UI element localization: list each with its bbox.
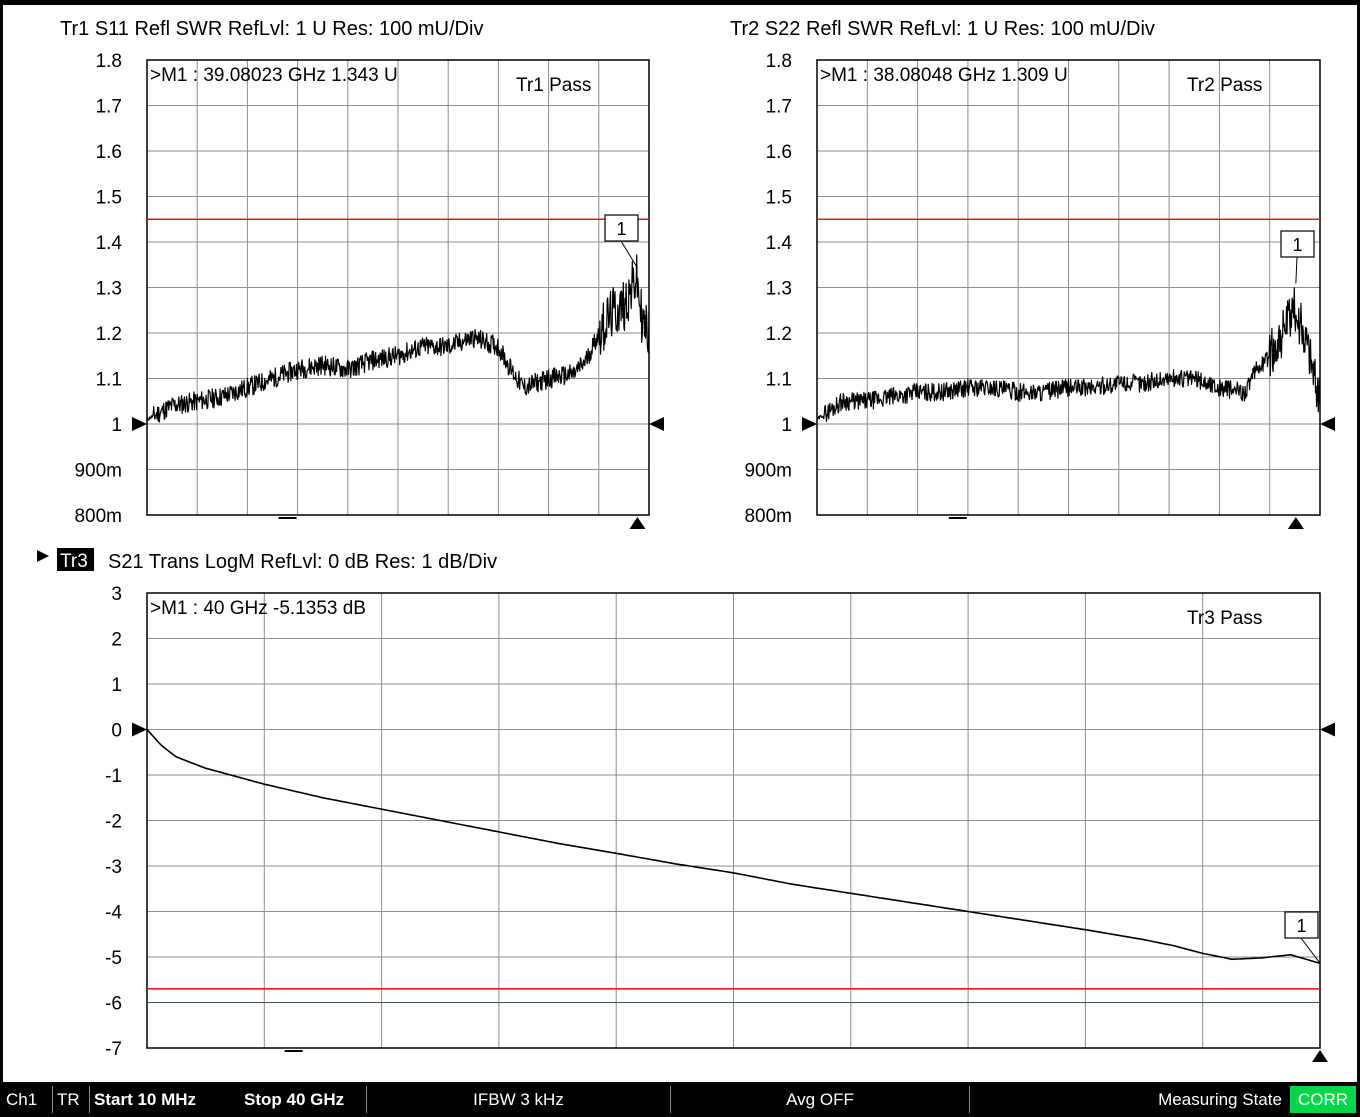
channel-indicator[interactable]: Ch1 xyxy=(6,1090,38,1109)
trace-panel-tr3: Tr3 S21 Trans LogM RefLvl: 0 dB Res: 1 dB… xyxy=(37,548,1335,1062)
y-tick-label: 1.6 xyxy=(766,142,792,163)
trace-panel-tr1: Tr1 S11 Refl SWR RefLvl: 1 U Res: 100 mU… xyxy=(60,18,664,529)
marker-readout: >M1 : 38.08048 GHz 1.309 U xyxy=(820,65,1068,86)
ifbw-indicator[interactable]: IFBW 3 kHz xyxy=(473,1090,564,1109)
y-tick-label: -2 xyxy=(105,812,122,833)
trace-curve[interactable] xyxy=(816,287,1321,423)
y-tick-label: 0 xyxy=(111,721,122,742)
y-tick-label: 1.6 xyxy=(96,142,122,163)
y-tick-label: 1.7 xyxy=(766,97,792,118)
y-tick-label: 1.3 xyxy=(766,279,792,300)
stop-frequency[interactable]: Stop 40 GHz xyxy=(244,1090,345,1109)
y-tick-label: -1 xyxy=(105,766,122,787)
marker-1-label: 1 xyxy=(616,219,626,239)
marker-1-box[interactable] xyxy=(1284,911,1319,939)
averaging-indicator[interactable]: Avg OFF xyxy=(786,1090,854,1109)
reference-level-right-arrow-icon[interactable] xyxy=(649,417,664,431)
marker-position-triangle-icon[interactable] xyxy=(1287,517,1304,529)
y-tick-label: -7 xyxy=(105,1039,122,1060)
tr3-active-badge[interactable] xyxy=(57,548,94,571)
y-tick-label: 1.5 xyxy=(766,188,792,209)
marker-1-box[interactable] xyxy=(1280,230,1315,258)
y-tick-label: 1 xyxy=(111,675,122,696)
y-tick-label: 800m xyxy=(74,506,122,527)
plot-border xyxy=(146,59,650,516)
y-tick-label: 1.2 xyxy=(96,324,122,345)
reference-level-right-arrow-icon[interactable] xyxy=(1320,417,1335,431)
marker-leader-line xyxy=(1295,256,1298,284)
y-tick-label: 800m xyxy=(744,506,792,527)
marker-1-label: 1 xyxy=(1292,235,1302,255)
y-tick-label: 900m xyxy=(74,461,122,482)
plot-border xyxy=(146,592,1321,1049)
marker-readout: >M1 : 39.08023 GHz 1.343 U xyxy=(150,65,398,86)
y-tick-label: 1.8 xyxy=(766,51,792,72)
marker-leader-line xyxy=(1300,937,1321,964)
reference-level-right-arrow-icon[interactable] xyxy=(1320,722,1335,737)
trace-curve[interactable] xyxy=(146,728,1321,965)
y-tick-label: 1 xyxy=(111,415,122,436)
trace-id-label: Tr3 xyxy=(60,551,88,572)
marker-readout: >M1 : 40 GHz -5.1353 dB xyxy=(150,598,366,619)
active-trace-arrow-icon xyxy=(37,550,49,562)
reference-level-left-arrow-icon[interactable] xyxy=(132,722,147,737)
trace-curve[interactable] xyxy=(146,254,650,423)
reference-level-left-arrow-icon[interactable] xyxy=(132,417,147,431)
trace-header: Tr2 S22 Refl SWR RefLvl: 1 U Res: 100 mU… xyxy=(730,18,1155,40)
y-tick-label: 1.7 xyxy=(96,97,122,118)
marker-1-box[interactable] xyxy=(604,214,639,242)
trace-header: S21 Trans LogM RefLvl: 0 dB Res: 1 dB/Di… xyxy=(108,551,497,573)
reference-level-left-arrow-icon[interactable] xyxy=(802,417,817,431)
y-tick-label: 1.1 xyxy=(766,370,792,391)
marker-position-triangle-icon[interactable] xyxy=(629,517,646,529)
trace-panel-tr2: Tr2 S22 Refl SWR RefLvl: 1 U Res: 100 mU… xyxy=(730,18,1335,529)
y-tick-label: -5 xyxy=(105,948,122,969)
y-tick-label: 900m xyxy=(744,461,792,482)
y-tick-label: 1.3 xyxy=(96,279,122,300)
y-tick-label: 1 xyxy=(781,415,792,436)
y-tick-label: 1.5 xyxy=(96,188,122,209)
mode-indicator[interactable]: TR xyxy=(57,1090,80,1109)
y-tick-label: 3 xyxy=(111,584,122,605)
limit-pass-label: Tr2 Pass xyxy=(1187,75,1262,96)
y-tick-label: 1.4 xyxy=(766,233,793,254)
y-tick-label: 1.8 xyxy=(96,51,122,72)
marker-1-label: 1 xyxy=(1296,916,1306,936)
y-tick-label: 2 xyxy=(111,630,122,651)
y-tick-label: 1.4 xyxy=(96,233,123,254)
y-tick-label: -4 xyxy=(105,903,122,924)
measuring-state: Measuring State xyxy=(1158,1090,1282,1109)
limit-pass-label: Tr1 Pass xyxy=(516,75,591,96)
status-bar: Ch1 TR Start 10 MHz Stop 40 GHz IFBW 3 k… xyxy=(0,1082,1360,1117)
trace-display: Tr1 S11 Refl SWR RefLvl: 1 U Res: 100 mU… xyxy=(37,18,1335,1062)
start-frequency[interactable]: Start 10 MHz xyxy=(94,1090,197,1109)
marker-leader-line xyxy=(620,240,638,269)
y-tick-label: -3 xyxy=(105,857,122,878)
y-tick-label: 1.2 xyxy=(766,324,792,345)
correction-badge[interactable]: CORR xyxy=(1289,1086,1356,1113)
plot-border xyxy=(816,59,1321,516)
y-tick-label: 1.1 xyxy=(96,370,122,391)
y-tick-label: -6 xyxy=(105,994,122,1015)
marker-position-triangle-icon[interactable] xyxy=(1312,1050,1328,1062)
limit-pass-label: Tr3 Pass xyxy=(1187,608,1262,629)
trace-header: Tr1 S11 Refl SWR RefLvl: 1 U Res: 100 mU… xyxy=(60,18,483,40)
